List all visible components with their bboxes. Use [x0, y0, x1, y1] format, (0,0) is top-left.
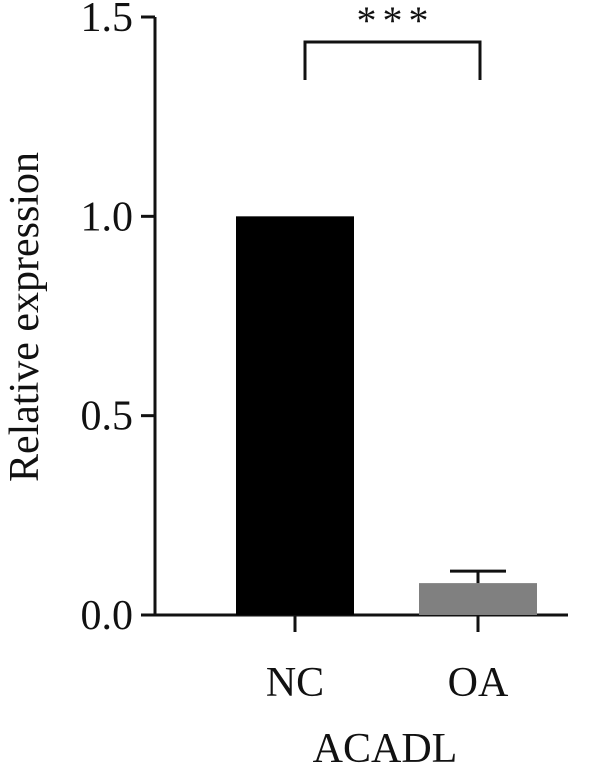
y-tick-label: 1.0: [81, 194, 134, 240]
y-axis: 0.0 0.5 1.0 1.5: [81, 0, 157, 639]
x-axis: NC OA: [155, 613, 568, 706]
x-tick-label: NC: [266, 660, 324, 706]
bars: [236, 216, 537, 616]
x-tick-label: OA: [448, 660, 509, 706]
significance-bracket: [303, 40, 482, 80]
y-tick-label: 0.5: [81, 394, 134, 440]
significance-label: ***: [357, 0, 435, 43]
significance-annotation: ***: [303, 0, 482, 80]
y-axis-title: Relative expression: [2, 152, 48, 482]
error-bars: [450, 569, 506, 584]
y-tick-label: 0.0: [81, 593, 134, 639]
bar-nc: [236, 216, 354, 616]
y-tick-label: 1.5: [81, 0, 134, 41]
x-axis-title: ACADL: [313, 726, 458, 766]
bar-oa: [419, 583, 537, 615]
